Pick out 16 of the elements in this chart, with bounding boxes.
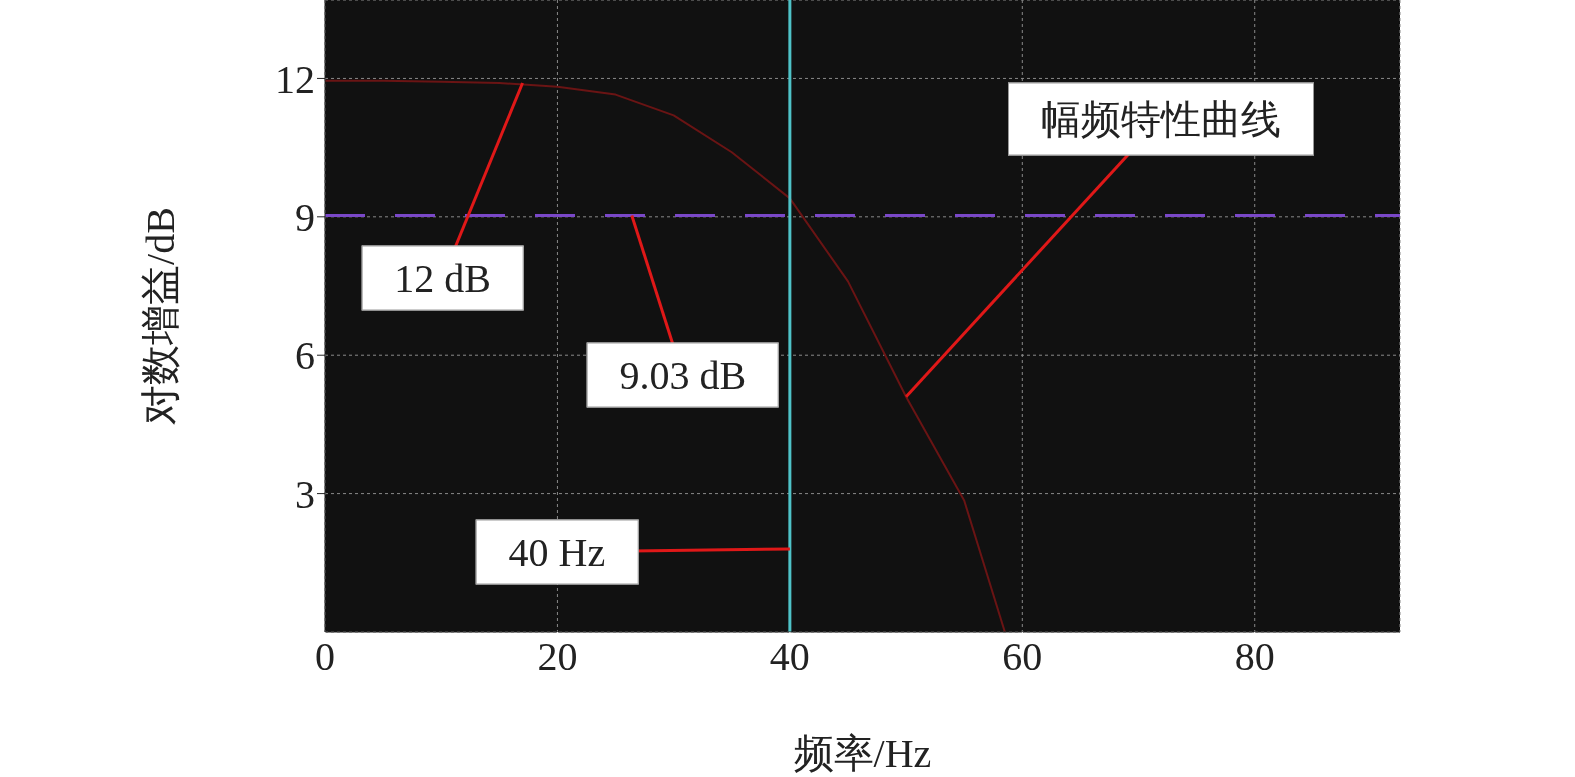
x-tick-label: 40 xyxy=(769,634,810,680)
x-tick-label: 80 xyxy=(1234,634,1275,680)
y-axis-title: 对数增益/dB xyxy=(138,207,184,425)
line-series xyxy=(325,79,1006,632)
y-tick-label: 6 xyxy=(295,333,315,379)
annotation: 40 Hz xyxy=(475,519,639,585)
x-tick-label: 60 xyxy=(1002,634,1043,680)
y-tick-label: 12 xyxy=(275,56,315,102)
x-tick-label: 20 xyxy=(537,634,578,680)
x-axis-title: 频率/Hz xyxy=(793,731,932,776)
annotation: 9.03 dB xyxy=(586,342,780,408)
annotation: 幅频特性曲线 xyxy=(1008,82,1315,156)
y-tick-label: 9 xyxy=(295,195,315,241)
annotation: 12 dB xyxy=(361,245,524,311)
y-tick-label: 3 xyxy=(295,471,315,517)
x-tick-label: 0 xyxy=(315,634,335,680)
